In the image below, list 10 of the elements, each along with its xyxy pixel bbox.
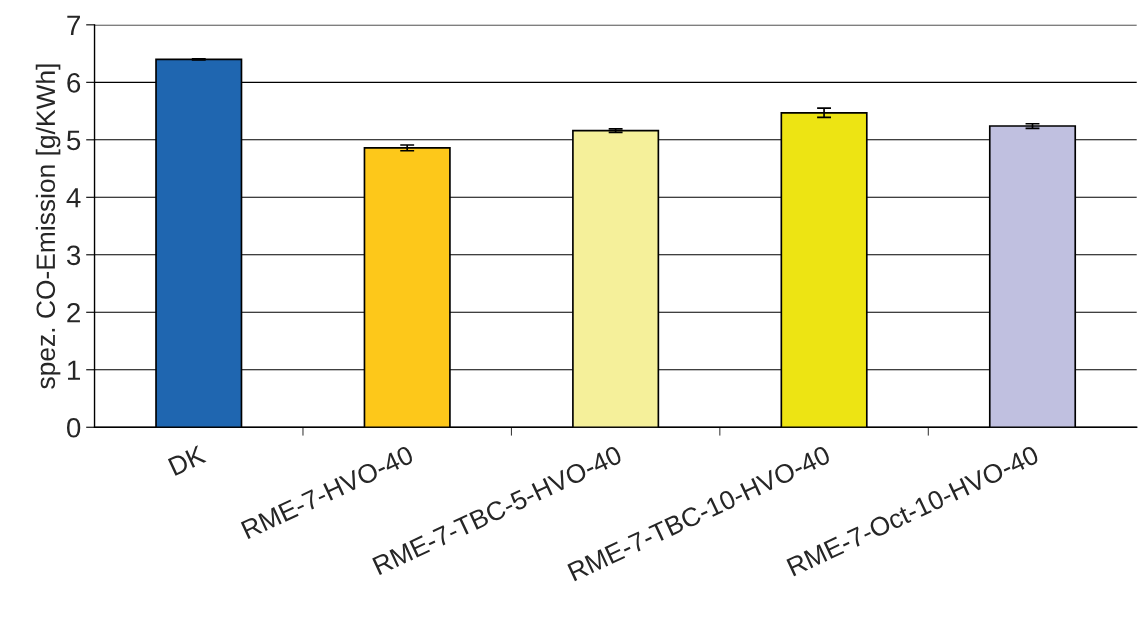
y-tick-label: 4 [66, 188, 81, 208]
x-tick-label: DK [167, 444, 207, 476]
y-tick-label: 5 [67, 130, 81, 151]
y-tick-label: 6 [67, 73, 81, 93]
y-tick-label: 3 [66, 245, 81, 266]
y-tick-label: 2 [67, 302, 80, 323]
y-axis-title: spez. CO-Emission [g/KWh] [35, 64, 61, 389]
y-tick-label: 1 [68, 360, 80, 380]
y-tick-label: 7 [67, 15, 80, 35]
y-tick-label: 0 [66, 417, 81, 438]
